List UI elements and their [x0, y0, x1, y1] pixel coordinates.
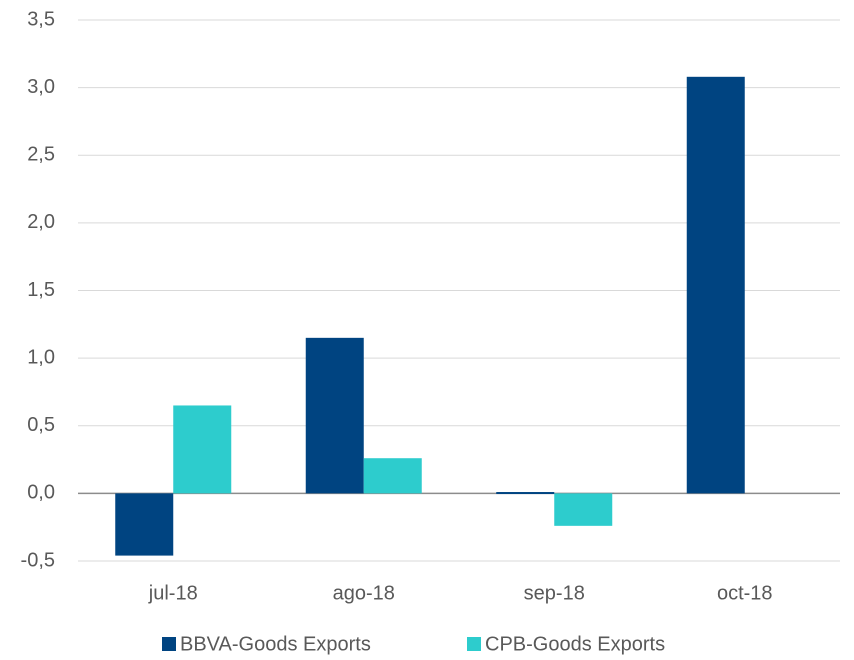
x-tick-label: sep-18: [524, 582, 585, 604]
y-tick-label: 3,5: [27, 8, 55, 30]
bar: [554, 493, 613, 526]
bar: [115, 493, 174, 556]
bar: [173, 405, 232, 494]
bar: [305, 337, 364, 494]
bar: [496, 492, 555, 495]
y-tick-label: 3,0: [27, 76, 55, 98]
y-tick-label: 0,0: [27, 482, 55, 504]
y-tick-label: 2,5: [27, 144, 55, 166]
y-tick-label: 0,5: [27, 414, 55, 436]
legend-swatch: [467, 637, 481, 651]
x-tick-label: jul-18: [148, 582, 198, 604]
bar: [686, 76, 745, 494]
y-tick-label: -0,5: [21, 549, 55, 571]
y-tick-label: 2,0: [27, 211, 55, 233]
x-tick-label: ago-18: [333, 582, 395, 604]
legend-swatch: [162, 637, 176, 651]
legend-label: BBVA-Goods Exports: [180, 633, 371, 655]
bar: [363, 458, 422, 494]
x-tick-label: oct-18: [717, 582, 773, 604]
y-tick-label: 1,5: [27, 279, 55, 301]
legend-label: CPB-Goods Exports: [485, 633, 665, 655]
y-tick-label: 1,0: [27, 346, 55, 368]
